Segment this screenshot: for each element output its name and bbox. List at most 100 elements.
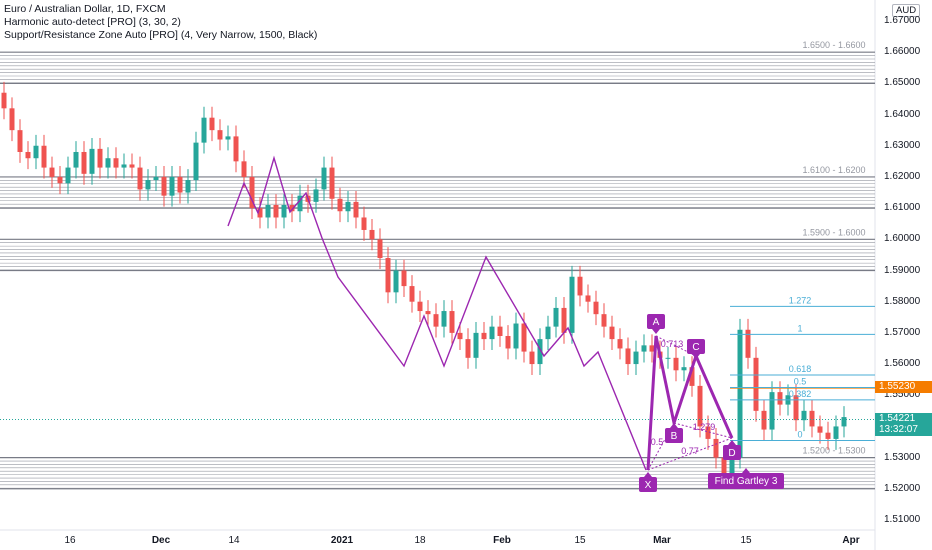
candle-body: [633, 351, 639, 365]
time-tick: 16: [64, 535, 76, 546]
candle-body: [209, 117, 215, 131]
point-label: B: [671, 431, 678, 442]
pattern-name-tip: [742, 468, 750, 473]
point-label: X: [645, 480, 652, 491]
candle-body: [321, 167, 327, 190]
candle-body: [433, 314, 439, 327]
chart-legend: Euro / Australian Dollar, 1D, FXCM Harmo…: [4, 3, 317, 42]
candle-body: [369, 229, 375, 240]
candle-body: [217, 130, 223, 140]
price-tick: 1.55000: [884, 389, 921, 401]
candle-body: [89, 148, 95, 174]
price-tick: 1.51000: [884, 514, 921, 525]
price-tick: 1.64000: [884, 108, 921, 120]
bar-countdown: 13:32:07: [879, 424, 918, 435]
candle-body: [417, 301, 423, 312]
candle-body: [641, 345, 647, 352]
candle-body: [689, 367, 695, 386]
currency-badge[interactable]: AUD: [892, 4, 921, 17]
indicator-harmonic[interactable]: Harmonic auto-detect [PRO] (3, 30, 2): [4, 16, 181, 28]
candle-body: [57, 176, 63, 184]
sr-zone-label: 1.5200 - 1.5300: [802, 446, 865, 456]
candle-body: [489, 326, 495, 340]
symbol-title[interactable]: Euro / Australian Dollar, 1D, FXCM: [4, 3, 166, 15]
candle-body: [1, 92, 7, 109]
time-tick: 2021: [330, 535, 354, 546]
price-tick: 1.66000: [884, 46, 921, 58]
fib-level-label: 0: [797, 429, 802, 439]
price-tick: 1.62000: [884, 170, 921, 182]
point-marker-tip: [670, 423, 678, 428]
harmonic-zigzag: [227, 155, 647, 471]
candle-body: [273, 205, 279, 218]
candle-body: [265, 205, 271, 218]
candle-body: [545, 326, 551, 340]
candle-body: [401, 270, 407, 287]
candle-body: [225, 136, 231, 140]
price-tick: 1.61000: [884, 202, 921, 214]
candle-body: [705, 426, 711, 439]
candle-body: [441, 311, 447, 327]
fib-level-label: 0.5: [794, 376, 807, 386]
candle-body: [33, 145, 39, 159]
candle-body: [609, 326, 615, 340]
candle-body: [49, 167, 55, 177]
candle-body: [449, 311, 455, 333]
pattern-name: Find Gartley 3: [715, 476, 778, 487]
time-tick: 15: [574, 535, 586, 546]
candle-body: [721, 457, 727, 474]
current-price-value: 1.54221: [879, 413, 916, 424]
sr-zone-label: 1.6500 - 1.6600: [802, 40, 865, 50]
candle-body: [513, 323, 519, 349]
candle-body: [481, 332, 487, 340]
candle-body: [497, 326, 503, 336]
candle-body: [593, 301, 599, 315]
sr-zone-label: 1.6100 - 1.6200: [802, 165, 865, 175]
candle-body: [825, 432, 831, 439]
candle-body: [153, 176, 159, 181]
candle-body: [409, 286, 415, 302]
candle-body: [665, 357, 671, 359]
point-label: A: [653, 317, 660, 328]
candle-body: [505, 335, 511, 349]
candle-body: [729, 457, 735, 474]
time-tick: Feb: [493, 535, 511, 546]
candle-body: [9, 108, 15, 131]
candle-body: [673, 357, 679, 371]
time-tick: 15: [740, 535, 752, 546]
price-tick: 1.59000: [884, 264, 921, 276]
orange-level-label: 1.55230: [875, 381, 932, 393]
candle-body: [601, 314, 607, 327]
candle-body: [617, 339, 623, 349]
time-tick: Dec: [151, 535, 171, 546]
candle-body: [65, 167, 71, 184]
candle-body: [281, 205, 287, 218]
price-tick: 1.58000: [884, 295, 921, 307]
time-tick: 14: [228, 535, 240, 546]
indicator-sr-zone[interactable]: Support/Resistance Zone Auto [PRO] (4, V…: [4, 29, 318, 41]
candle-body: [473, 332, 479, 358]
candle-body: [129, 164, 135, 168]
sr-zone-0: [0, 51, 875, 84]
candle-body: [817, 426, 823, 433]
time-tick: Apr: [842, 535, 860, 546]
point-marker-box: [687, 339, 705, 354]
candle-body: [521, 323, 527, 352]
candle-body: [809, 410, 815, 427]
price-tick: 1.52000: [884, 482, 921, 494]
candle-body: [193, 142, 199, 181]
candle-body: [393, 270, 399, 293]
candle-body: [753, 357, 759, 411]
price-tick: 1.53000: [884, 451, 921, 463]
candle-body: [17, 130, 23, 152]
fib-level-label: 0.382: [789, 389, 812, 399]
point-marker-box: [647, 314, 665, 329]
candle-body: [353, 201, 359, 218]
point-marker-box: [665, 428, 683, 443]
candle-body: [793, 395, 799, 421]
candle-body: [41, 145, 47, 168]
time-tick: Mar: [653, 535, 671, 546]
candle-body: [257, 208, 263, 218]
candle-body: [737, 329, 743, 458]
